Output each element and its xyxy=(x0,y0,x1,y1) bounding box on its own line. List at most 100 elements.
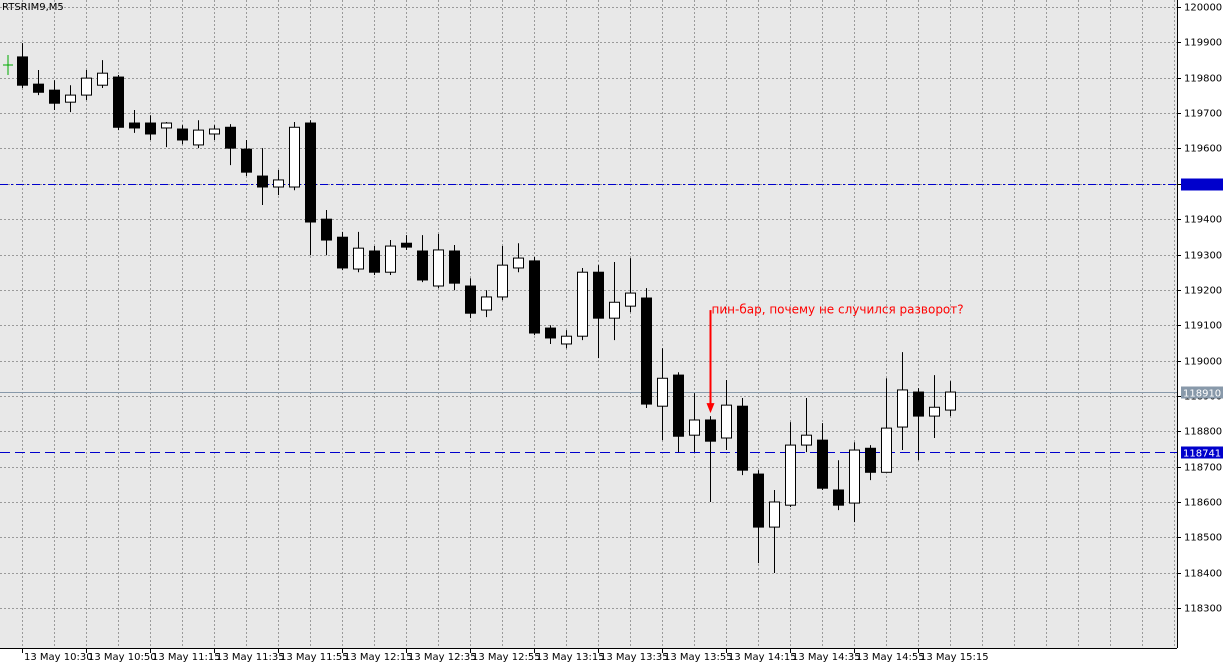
bull-candle-body xyxy=(433,249,444,287)
y-tick-label: 119200 xyxy=(1184,286,1222,297)
x-tick-label: 13 May 12:15 xyxy=(344,652,413,663)
bear-candle-body xyxy=(673,374,684,437)
x-tick-label: 13 May 12:35 xyxy=(408,652,477,663)
y-tick-label: 119600 xyxy=(1184,144,1222,155)
bear-candle-body xyxy=(817,439,828,489)
y-tick-label: 118500 xyxy=(1184,533,1222,544)
y-tick-label: 119300 xyxy=(1184,251,1222,262)
bear-candle-body xyxy=(641,297,652,405)
bull-candle-body xyxy=(209,128,220,135)
bull-candle-body xyxy=(577,271,588,337)
x-tick-label: 13 May 11:55 xyxy=(280,652,349,663)
bear-candle-body xyxy=(49,89,60,104)
y-tick-label: 119100 xyxy=(1184,321,1222,332)
y-tick-label: 118800 xyxy=(1184,427,1222,438)
bear-candle-body xyxy=(753,473,764,528)
bull-candle-body xyxy=(945,391,956,411)
bear-candle-body xyxy=(337,236,348,269)
y-tick-label: 118700 xyxy=(1184,463,1222,474)
bull-candle-body xyxy=(273,179,284,188)
bull-candle-body xyxy=(497,264,508,298)
bull-candle-body xyxy=(657,377,668,407)
bull-candle-body xyxy=(929,406,940,417)
y-tick-label: 120000 xyxy=(1184,3,1222,14)
bear-candle-body xyxy=(369,250,380,273)
price-level-tag xyxy=(1181,386,1223,399)
bear-candle-body xyxy=(417,250,428,281)
bear-candle-body xyxy=(401,242,412,248)
bear-candle-body xyxy=(225,126,236,149)
bull-candle-body xyxy=(689,419,700,436)
bear-candle-body xyxy=(321,218,332,241)
bull-candle-body xyxy=(769,501,780,528)
bull-candle-body xyxy=(513,257,524,269)
y-tick-label: 118300 xyxy=(1184,604,1222,615)
bull-candle-body xyxy=(609,301,620,319)
bear-candle-body xyxy=(913,391,924,417)
x-tick-label: 13 May 14:35 xyxy=(792,652,861,663)
bull-candle-body xyxy=(561,335,572,345)
x-tick-label: 13 May 10:50 xyxy=(88,652,157,663)
bear-candle-body xyxy=(465,285,476,314)
bear-candle-body xyxy=(593,271,604,319)
bull-candle-body xyxy=(785,444,796,506)
bull-candle-body xyxy=(385,245,396,273)
bear-candle-body xyxy=(177,128,188,141)
bear-candle-body xyxy=(833,489,844,506)
plot: 1200001199001198001197001196001195001194… xyxy=(0,3,1223,663)
bull-candle-body xyxy=(65,94,76,103)
bear-candle-body xyxy=(705,419,716,442)
cross-marker xyxy=(3,55,13,75)
plot-background xyxy=(0,0,1177,648)
bull-candle-body xyxy=(625,292,636,307)
bull-candle-body xyxy=(801,434,812,446)
bear-candle-body xyxy=(113,76,124,128)
price-level-label: 118741 xyxy=(1183,449,1221,460)
x-tick-label: 13 May 14:55 xyxy=(856,652,925,663)
x-tick-label: 13 May 10:30 xyxy=(24,652,93,663)
bear-candle-body xyxy=(33,83,44,93)
price-level-tag xyxy=(1181,446,1223,459)
y-tick-label: 119000 xyxy=(1184,357,1222,368)
bull-candle-body xyxy=(721,404,732,439)
bull-candle-body xyxy=(481,296,492,311)
x-tick-label: 13 May 13:35 xyxy=(600,652,669,663)
x-tick-label: 13 May 13:55 xyxy=(664,652,733,663)
bear-candle-body xyxy=(145,122,156,135)
x-tick-label: 13 May 13:15 xyxy=(536,652,605,663)
annotation-text: пин-бар, почему не случился разворот? xyxy=(712,303,964,317)
bear-candle-body xyxy=(241,148,252,173)
y-tick-label: 119900 xyxy=(1184,38,1222,49)
bear-candle-body xyxy=(529,260,540,334)
bear-candle-body xyxy=(737,405,748,471)
y-tick-label: 119400 xyxy=(1184,215,1222,226)
y-tick-label: 118600 xyxy=(1184,498,1222,509)
bull-candle-body xyxy=(353,247,364,270)
chart-title: RTSRIM9,M5 xyxy=(2,2,64,13)
x-tick-label: 13 May 11:35 xyxy=(216,652,285,663)
x-tick-label: 13 May 12:55 xyxy=(472,652,541,663)
bull-candle-body xyxy=(289,126,300,188)
bull-candle-body xyxy=(97,72,108,86)
bull-candle-body xyxy=(161,122,172,129)
y-tick-label: 119700 xyxy=(1184,109,1222,120)
bear-candle-body xyxy=(129,122,140,129)
bear-candle-body xyxy=(305,122,316,223)
bear-candle-body xyxy=(17,56,28,86)
bear-candle-body xyxy=(449,250,460,284)
bull-candle-body xyxy=(81,77,92,96)
bear-candle-body xyxy=(257,175,268,188)
bull-candle-body xyxy=(881,427,892,473)
bull-candle-body xyxy=(897,389,908,428)
y-tick-label: 119800 xyxy=(1184,74,1222,85)
bull-candle-body xyxy=(193,129,204,146)
price-level-label: 118910 xyxy=(1183,389,1221,400)
price-level-tag xyxy=(1181,178,1223,191)
annotation-arrow-head xyxy=(706,403,715,414)
bull-candle-body xyxy=(849,449,860,504)
x-tick-label: 13 May 14:15 xyxy=(728,652,797,663)
y-tick-label: 118400 xyxy=(1184,569,1222,580)
x-tick-label: 13 May 15:15 xyxy=(920,652,989,663)
x-tick-label: 13 May 11:15 xyxy=(152,652,221,663)
